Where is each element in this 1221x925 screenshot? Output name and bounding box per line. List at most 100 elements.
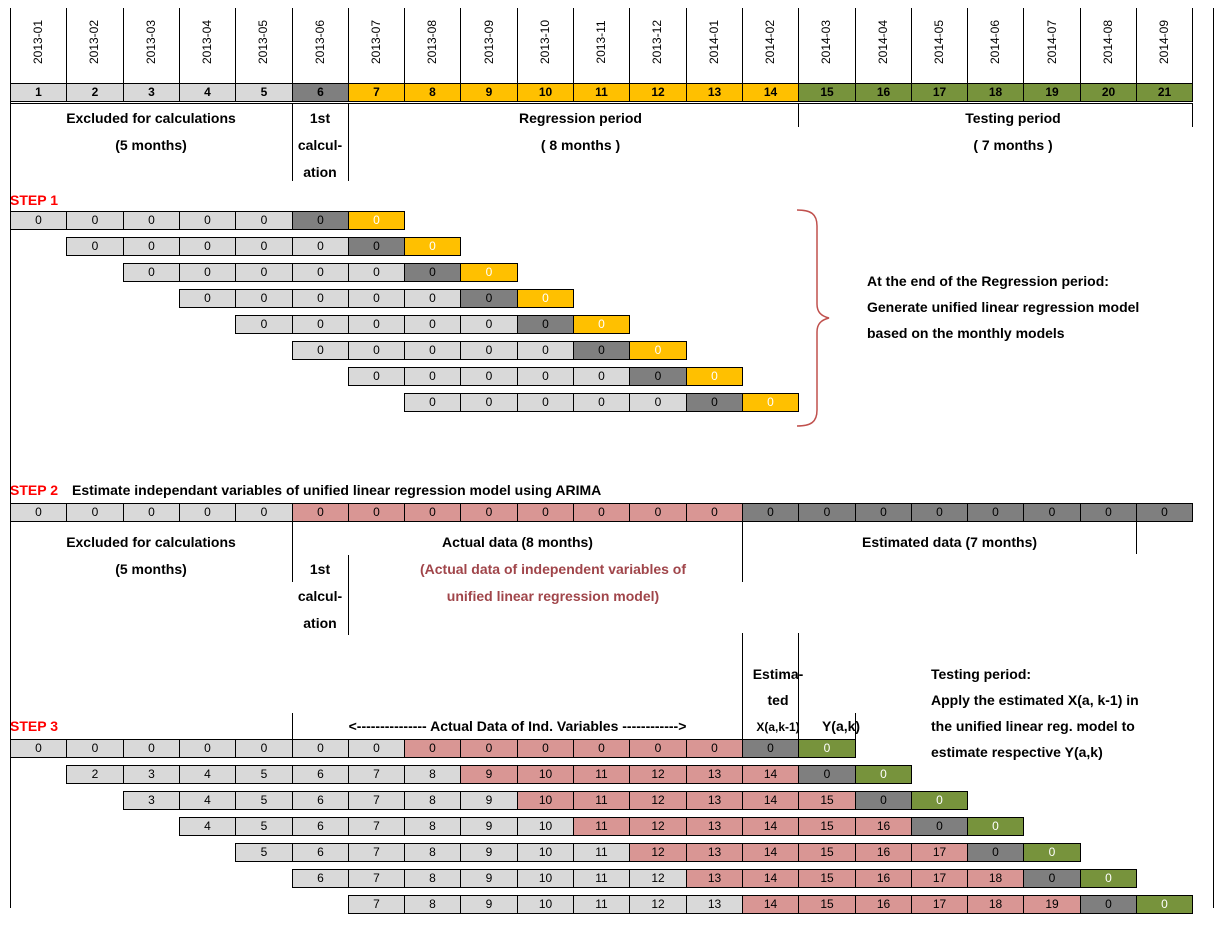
step3-testing-line2: Apply the estimated X(a, k-1) in	[931, 692, 1139, 708]
step1-cell: 0	[517, 315, 574, 334]
step3-cell: 7	[348, 869, 405, 888]
step3-cell: 11	[573, 765, 630, 784]
month-grid-line	[573, 8, 574, 83]
month-number-cell: 21	[1136, 83, 1193, 102]
month-label: 2013-04	[200, 19, 214, 65]
step2-first-calc-line1: 1st	[309, 561, 331, 577]
step3-cell: 13	[686, 817, 743, 836]
month-number-cell: 11	[573, 83, 630, 102]
step3-cell: 14	[742, 765, 799, 784]
step3-cell: 0	[573, 739, 630, 758]
step3-cell: 9	[460, 791, 518, 810]
step2-cell: 0	[798, 503, 856, 522]
step3-cell: 7	[348, 843, 405, 862]
month-label: 2014-02	[763, 19, 777, 65]
month-number-cell: 2	[66, 83, 124, 102]
step2-cell: 0	[66, 503, 124, 522]
step2-cell: 0	[123, 503, 180, 522]
step3-cell: 2	[66, 765, 124, 784]
month-label: 2013-06	[313, 19, 327, 65]
step3-cell: 0	[123, 739, 180, 758]
step1-cell: 0	[348, 341, 405, 360]
step3-cell: 15	[798, 791, 856, 810]
step3-cell: 10	[517, 895, 574, 914]
month-grid-line	[123, 8, 124, 83]
step3-y-label: Y(a,k)	[821, 718, 861, 734]
month-label: 2014-09	[1157, 19, 1171, 65]
step2-first-calc-line3: ation	[303, 615, 337, 631]
month-number-cell: 20	[1080, 83, 1137, 102]
step2-actual-note-line1: (Actual data of independent variables of	[419, 561, 687, 577]
month-number-cell: 13	[686, 83, 743, 102]
step2-cell: 0	[742, 503, 799, 522]
step3-cell: 0	[967, 817, 1024, 836]
step1-note-line2: Generate unified linear regression model	[867, 299, 1140, 315]
step3-cell: 0	[967, 843, 1024, 862]
left-border	[10, 8, 11, 908]
step1-cell: 0	[348, 315, 405, 334]
first-calc-line3: ation	[303, 164, 337, 180]
step3-cell: 14	[742, 791, 799, 810]
step2-excluded-duration: (5 months)	[115, 561, 187, 577]
month-label: 2013-05	[256, 19, 270, 65]
step3-cell: 15	[798, 843, 856, 862]
month-grid-line	[1023, 8, 1024, 83]
month-label: 2014-04	[876, 19, 890, 65]
step2-cell: 0	[1136, 503, 1193, 522]
step3-cell: 13	[686, 869, 743, 888]
step3-estimated-line2: ted	[767, 692, 789, 708]
step2-actual-label: Actual data (8 months)	[442, 534, 593, 550]
month-label: 2014-05	[932, 19, 946, 65]
step3-cell: 4	[179, 791, 236, 810]
step2-divider	[1136, 522, 1137, 554]
step3-cell: 8	[404, 817, 461, 836]
step3-cell: 12	[629, 791, 687, 810]
step3-cell: 0	[179, 739, 236, 758]
month-grid-line	[1080, 8, 1081, 83]
month-label: 2014-06	[988, 19, 1002, 65]
regression-period-label: Regression period	[519, 110, 642, 126]
step1-cell: 0	[292, 263, 349, 282]
step3-cell: 11	[573, 895, 630, 914]
month-label: 2013-11	[594, 20, 608, 64]
step1-cell: 0	[460, 341, 518, 360]
step3-cell: 0	[855, 765, 912, 784]
step3-cell: 11	[573, 817, 630, 836]
right-border	[1213, 8, 1214, 908]
step1-cell: 0	[66, 237, 124, 256]
step3-cell: 0	[404, 739, 461, 758]
step3-cell: 12	[629, 895, 687, 914]
month-label: 2014-07	[1045, 19, 1059, 65]
step3-cell: 11	[573, 791, 630, 810]
step3-cell: 12	[629, 869, 687, 888]
month-label: 2013-10	[538, 19, 552, 65]
step1-cell: 0	[348, 289, 405, 308]
step2-estimated-label: Estimated data (7 months)	[861, 534, 1038, 550]
month-grid-line	[179, 8, 180, 83]
header-divider	[10, 103, 1192, 104]
step3-cell: 0	[686, 739, 743, 758]
month-grid-line	[629, 8, 630, 83]
step2-cell: 0	[1080, 503, 1137, 522]
month-grid-line	[967, 8, 968, 83]
step1-cell: 0	[348, 237, 405, 256]
step3-cell: 10	[517, 843, 574, 862]
step3-cell: 10	[517, 817, 574, 836]
month-number-cell: 1	[10, 83, 67, 102]
step3-cell: 13	[686, 843, 743, 862]
step1-cell: 0	[292, 211, 349, 230]
month-number-cell: 4	[179, 83, 236, 102]
month-grid-line	[66, 8, 67, 83]
month-label: 2013-02	[87, 19, 101, 65]
step2-cell: 0	[517, 503, 574, 522]
step3-cell: 0	[855, 791, 912, 810]
step3-cell: 4	[179, 765, 236, 784]
step3-cell: 8	[404, 895, 461, 914]
month-label: 2014-01	[707, 19, 721, 65]
header-period-divider	[348, 127, 349, 181]
step1-cell: 0	[460, 315, 518, 334]
step3-cell: 6	[292, 765, 349, 784]
step1-cell: 0	[404, 263, 461, 282]
step3-cell: 5	[235, 791, 293, 810]
step3-cell: 0	[629, 739, 687, 758]
